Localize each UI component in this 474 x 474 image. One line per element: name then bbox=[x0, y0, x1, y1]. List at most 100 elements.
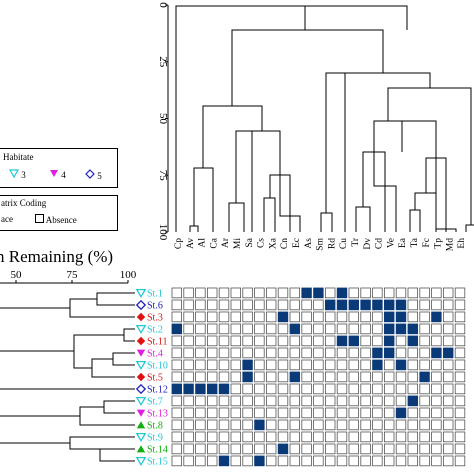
matrix-cell-absence bbox=[324, 359, 336, 371]
matrix-cell-absence bbox=[360, 431, 371, 443]
taxon-label: Ca bbox=[209, 237, 219, 248]
matrix-cell-absence bbox=[254, 311, 265, 323]
matrix-cell-absence bbox=[431, 359, 442, 371]
matrix-cell-absence bbox=[206, 443, 218, 455]
triangle-up-filled-icon bbox=[136, 421, 146, 429]
matrix-cell-absence bbox=[419, 287, 430, 299]
matrix-cell-absence bbox=[265, 443, 277, 455]
matrix-cell-absence bbox=[218, 419, 230, 431]
matrix-cell-presence bbox=[195, 383, 206, 395]
matrix-cell-absence bbox=[183, 335, 194, 347]
matrix-cell-absence bbox=[242, 419, 253, 431]
matrix-cell-absence bbox=[265, 371, 277, 383]
matrix-cell-absence bbox=[183, 347, 194, 359]
matrix-cell-absence bbox=[254, 359, 265, 371]
matrix-cell-absence bbox=[336, 359, 348, 371]
matrix-cell-presence bbox=[336, 299, 348, 311]
matrix-cell-absence bbox=[360, 287, 371, 299]
matrix-cell-presence bbox=[407, 335, 419, 347]
matrix-cell-absence bbox=[265, 347, 277, 359]
matrix-cell-absence bbox=[230, 431, 242, 443]
matrix-cell-absence bbox=[230, 455, 242, 467]
matrix-cell-presence bbox=[171, 323, 183, 335]
station-label: St.7 bbox=[147, 397, 163, 408]
matrix-cell-absence bbox=[336, 431, 348, 443]
matrix-cell-absence bbox=[454, 455, 466, 467]
matrix-cell-absence bbox=[206, 359, 218, 371]
taxon-label: Av bbox=[186, 238, 196, 249]
matrix-cell-absence bbox=[265, 287, 277, 299]
matrix-cell-absence bbox=[431, 407, 442, 419]
matrix-cell-absence bbox=[289, 335, 301, 347]
matrix-cell-presence bbox=[395, 323, 407, 335]
matrix-cell-presence bbox=[383, 335, 395, 347]
matrix-cell-absence bbox=[348, 419, 360, 431]
matrix-cell-absence bbox=[383, 395, 395, 407]
top-axis-tick: 100 bbox=[157, 224, 169, 241]
matrix-cell-absence bbox=[383, 359, 395, 371]
matrix-cell-absence bbox=[230, 383, 242, 395]
station-label: St.11 bbox=[147, 337, 167, 348]
matrix-cell-absence bbox=[324, 335, 336, 347]
matrix-cell-absence bbox=[431, 443, 442, 455]
matrix-cell-absence bbox=[218, 347, 230, 359]
matrix-cell-absence bbox=[395, 371, 407, 383]
matrix-cell-absence bbox=[419, 383, 430, 395]
taxon-label: Ar bbox=[221, 237, 231, 248]
matrix-cell-absence bbox=[242, 431, 253, 443]
matrix-cell-absence bbox=[289, 431, 301, 443]
station-label: St.3 bbox=[147, 313, 163, 324]
matrix-cell-absence bbox=[277, 455, 289, 467]
matrix-cell-absence bbox=[419, 311, 430, 323]
matrix-cell-absence bbox=[242, 323, 253, 335]
matrix-cell-absence bbox=[336, 371, 348, 383]
matrix-cell-absence bbox=[360, 443, 371, 455]
matrix-cell-absence bbox=[419, 359, 430, 371]
matrix-cell-absence bbox=[218, 431, 230, 443]
matrix-cell-absence bbox=[442, 359, 454, 371]
matrix-cell-presence bbox=[395, 407, 407, 419]
matrix-cell-absence bbox=[254, 407, 265, 419]
matrix-cell-absence bbox=[277, 287, 289, 299]
matrix-cell-absence bbox=[419, 455, 430, 467]
matrix-cell-absence bbox=[336, 347, 348, 359]
matrix-cell-absence bbox=[454, 431, 466, 443]
matrix-cell-absence bbox=[348, 455, 360, 467]
matrix-cell-absence bbox=[254, 335, 265, 347]
matrix-cell-absence bbox=[324, 371, 336, 383]
matrix-cell-absence bbox=[301, 311, 312, 323]
taxon-label: Mi bbox=[233, 238, 243, 249]
matrix-cell-absence bbox=[277, 299, 289, 311]
matrix-cell-presence bbox=[348, 335, 360, 347]
matrix-cell-absence bbox=[442, 419, 454, 431]
station-label: St.12 bbox=[147, 385, 168, 396]
top-dendrogram-axis: 0 25 50 75 100 bbox=[157, 2, 169, 241]
station-label: St.6 bbox=[147, 301, 163, 312]
matrix-cell-absence bbox=[218, 443, 230, 455]
taxon-label: Ea bbox=[398, 237, 408, 248]
matrix-cell-absence bbox=[372, 383, 383, 395]
matrix-cell-absence bbox=[171, 359, 183, 371]
matrix-cell-absence bbox=[230, 407, 242, 419]
matrix-cell-absence bbox=[289, 443, 301, 455]
matrix-cell-absence bbox=[336, 323, 348, 335]
habitat-legend-item: 5 bbox=[85, 169, 102, 181]
matrix-cell-absence bbox=[407, 287, 419, 299]
matrix-cell-absence bbox=[183, 455, 194, 467]
matrix-cell-absence bbox=[206, 395, 218, 407]
matrix-cell-absence bbox=[372, 311, 383, 323]
matrix-cell-absence bbox=[301, 455, 312, 467]
matrix-cell-absence bbox=[301, 359, 312, 371]
matrix-cell-absence bbox=[265, 359, 277, 371]
matrix-cell-absence bbox=[183, 287, 194, 299]
matrix-cell-presence bbox=[277, 443, 289, 455]
matrix-cell-absence bbox=[360, 419, 371, 431]
matrix-cell-absence bbox=[277, 359, 289, 371]
matrix-cell-absence bbox=[289, 383, 301, 395]
station-label: St.9 bbox=[147, 433, 163, 444]
matrix-cell-absence bbox=[218, 407, 230, 419]
matrix-cell-absence bbox=[407, 347, 419, 359]
matrix-cell-absence bbox=[171, 395, 183, 407]
matrix-cell-absence bbox=[195, 395, 206, 407]
matrix-cell-absence bbox=[230, 335, 242, 347]
